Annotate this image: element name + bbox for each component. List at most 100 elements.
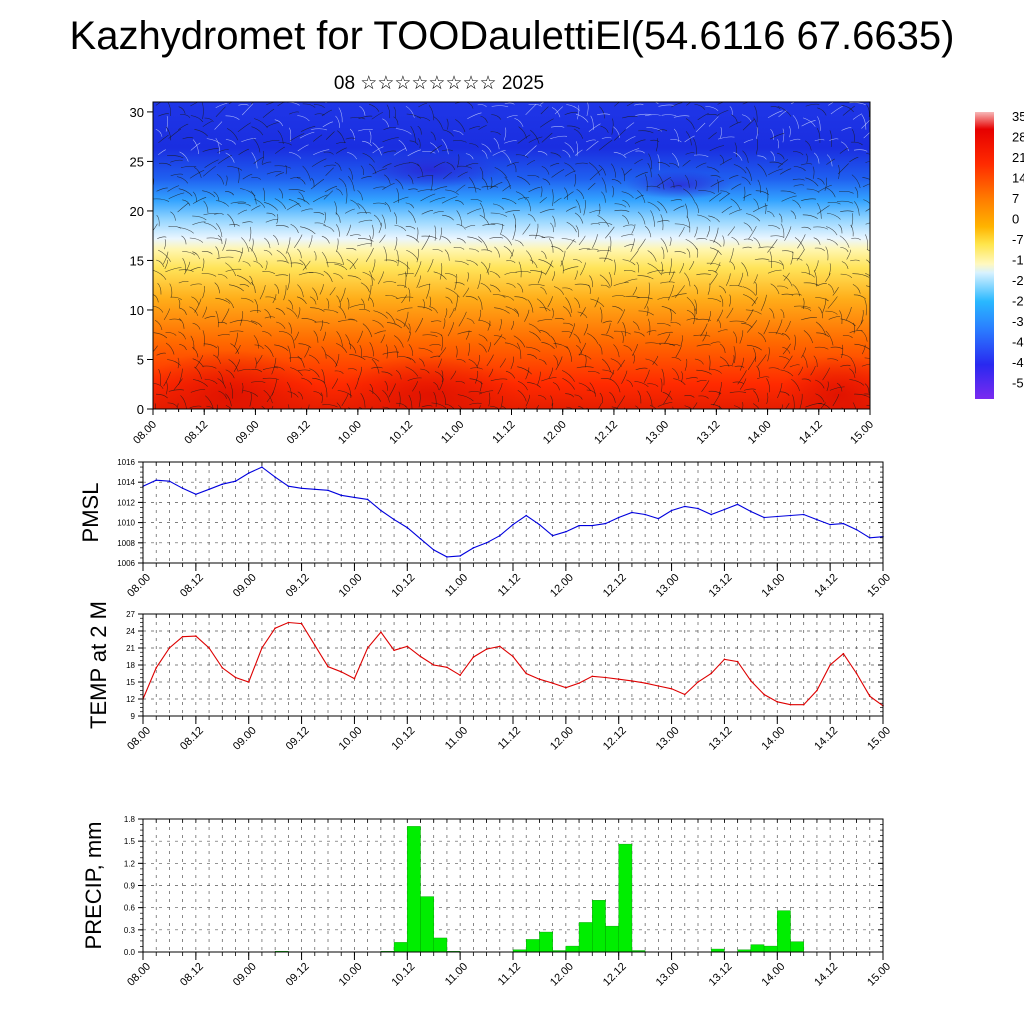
streamline bbox=[648, 153, 653, 170]
streamline bbox=[575, 199, 581, 214]
data-point bbox=[498, 645, 501, 648]
streamline bbox=[297, 248, 302, 259]
streamline bbox=[709, 145, 725, 152]
streamline bbox=[514, 239, 524, 247]
streamline bbox=[297, 284, 304, 298]
streamline bbox=[441, 390, 446, 406]
streamline bbox=[777, 285, 789, 289]
streamline bbox=[768, 332, 784, 336]
streamline bbox=[468, 187, 481, 191]
streamline bbox=[312, 287, 318, 301]
streamline bbox=[637, 390, 642, 404]
streamline bbox=[822, 298, 827, 314]
streamline bbox=[741, 176, 751, 185]
streamline bbox=[828, 263, 831, 276]
streamline bbox=[301, 318, 317, 323]
x-tick-label: 08.00 bbox=[125, 572, 153, 600]
streamline bbox=[230, 201, 247, 204]
streamline bbox=[261, 150, 264, 164]
streamline bbox=[371, 366, 383, 369]
streamline bbox=[686, 318, 698, 321]
y-tick-label: 27 bbox=[126, 610, 135, 619]
streamline bbox=[813, 270, 817, 287]
streamline bbox=[657, 200, 668, 214]
streamline bbox=[430, 145, 443, 154]
streamline bbox=[297, 369, 311, 372]
streamline bbox=[746, 320, 758, 333]
streamline bbox=[420, 193, 436, 202]
streamline bbox=[805, 153, 808, 163]
streamline bbox=[233, 359, 241, 372]
streamline bbox=[757, 155, 767, 160]
streamline bbox=[226, 128, 239, 141]
precip-bar bbox=[777, 910, 791, 953]
x-tick-label: 11.12 bbox=[496, 725, 523, 752]
streamline bbox=[408, 394, 413, 409]
streamline bbox=[276, 249, 288, 262]
streamline bbox=[733, 151, 743, 161]
streamline bbox=[695, 122, 706, 133]
streamline bbox=[513, 335, 526, 348]
streamline bbox=[192, 215, 207, 221]
streamline bbox=[542, 178, 551, 186]
streamline bbox=[491, 114, 502, 120]
streamline bbox=[394, 345, 398, 358]
streamline bbox=[445, 296, 453, 304]
streamline bbox=[522, 223, 531, 235]
streamline bbox=[164, 239, 166, 250]
streamline bbox=[623, 168, 632, 176]
streamline bbox=[829, 130, 832, 148]
streamline bbox=[719, 343, 726, 354]
streamline bbox=[601, 334, 614, 339]
streamline bbox=[805, 140, 812, 151]
streamline bbox=[158, 134, 169, 144]
streamline bbox=[863, 199, 870, 205]
y-axis-title: PMSL bbox=[78, 483, 103, 543]
y-tick-label: 1006 bbox=[117, 559, 135, 568]
y-tick-label: 18 bbox=[126, 661, 135, 670]
streamline bbox=[622, 259, 636, 266]
streamline bbox=[510, 320, 515, 330]
streamline bbox=[371, 112, 383, 120]
streamline bbox=[204, 117, 214, 123]
streamline bbox=[308, 354, 320, 364]
streamline bbox=[781, 293, 794, 296]
streamline bbox=[406, 234, 420, 243]
streamline bbox=[705, 106, 719, 111]
streamline bbox=[626, 102, 636, 107]
x-tick-label: 12.12 bbox=[601, 725, 629, 753]
streamline bbox=[490, 223, 505, 227]
streamline bbox=[514, 296, 528, 301]
streamline bbox=[416, 248, 419, 263]
streamline bbox=[770, 283, 780, 295]
streamline bbox=[335, 147, 347, 154]
streamline bbox=[347, 152, 357, 160]
streamline bbox=[156, 214, 160, 227]
streamline bbox=[686, 215, 691, 233]
streamline bbox=[408, 210, 416, 223]
streamline bbox=[742, 118, 755, 131]
streamline bbox=[669, 258, 672, 276]
streamline bbox=[403, 311, 409, 328]
streamline bbox=[453, 130, 464, 136]
streamline bbox=[766, 378, 770, 393]
streamline bbox=[746, 344, 762, 351]
streamline bbox=[407, 331, 411, 342]
streamline bbox=[634, 139, 646, 144]
y-tick-label: 1.2 bbox=[124, 859, 136, 868]
streamline bbox=[578, 382, 592, 391]
streamline bbox=[503, 127, 507, 141]
streamline bbox=[456, 224, 466, 230]
streamline bbox=[373, 186, 386, 189]
streamline bbox=[323, 151, 334, 155]
streamline bbox=[229, 382, 233, 399]
streamline bbox=[849, 156, 859, 163]
streamline bbox=[742, 246, 752, 249]
y-tick-label: 0.3 bbox=[124, 926, 136, 935]
streamline bbox=[215, 106, 226, 117]
data-point bbox=[776, 515, 779, 518]
streamline bbox=[694, 358, 704, 365]
streamline bbox=[708, 215, 720, 223]
streamline bbox=[384, 174, 391, 185]
streamline bbox=[660, 281, 675, 284]
